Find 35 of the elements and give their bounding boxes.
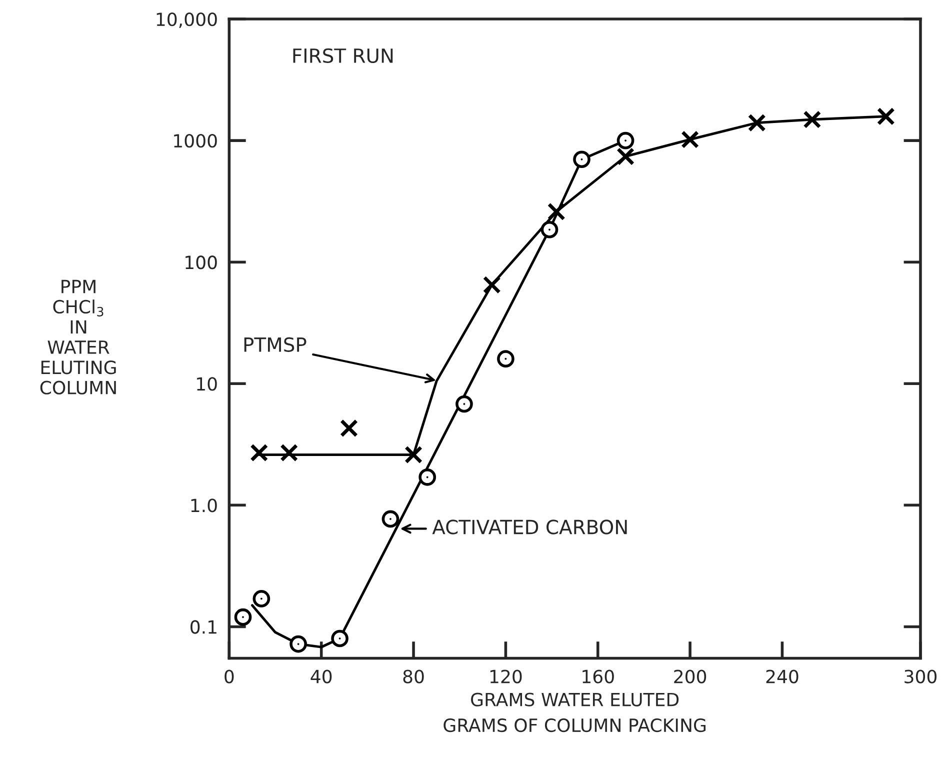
y-axis-title: PPM CHCl$_{3}$ IN WATER ELUTING COLUMN <box>40 280 116 394</box>
point <box>803 110 822 129</box>
x-tick-label: 240 <box>766 670 798 684</box>
x-tick-label: 0 <box>224 670 234 684</box>
point <box>681 130 700 149</box>
y-tick-label: 1.0 <box>191 498 217 512</box>
annotation: ACTIVATED CARBON <box>432 520 627 534</box>
x-axis-title: GRAMS WATER ELUTED GRAMS OF COLUMN PACKING <box>444 692 706 732</box>
point <box>616 132 634 150</box>
point <box>280 444 298 462</box>
x-tick-label: 40 <box>310 670 332 684</box>
y-tick-label: 10 <box>197 377 217 391</box>
x-tick-label: 300 <box>904 670 937 684</box>
point <box>250 444 268 462</box>
x-tick-label: 160 <box>582 670 614 684</box>
y-tick-label: 10,000 <box>156 12 217 28</box>
x-tick-label: 200 <box>674 670 706 684</box>
point <box>876 107 895 126</box>
y-tick-label: 0.1 <box>190 620 216 634</box>
y-tick-label: 100 <box>186 256 217 270</box>
annotation: PTMSP <box>244 337 306 352</box>
point <box>331 630 348 648</box>
point <box>547 202 566 221</box>
point <box>573 150 590 168</box>
point <box>404 446 423 464</box>
y-tick-label: 1000 <box>174 134 217 148</box>
point <box>748 114 766 132</box>
point <box>340 419 358 438</box>
point <box>290 635 307 653</box>
point <box>540 220 558 238</box>
x-tick-label: 80 <box>403 670 424 684</box>
annotation: FIRST RUN <box>293 48 393 64</box>
point <box>482 276 501 294</box>
x-tick-label: 120 <box>490 670 522 684</box>
point <box>616 147 635 166</box>
